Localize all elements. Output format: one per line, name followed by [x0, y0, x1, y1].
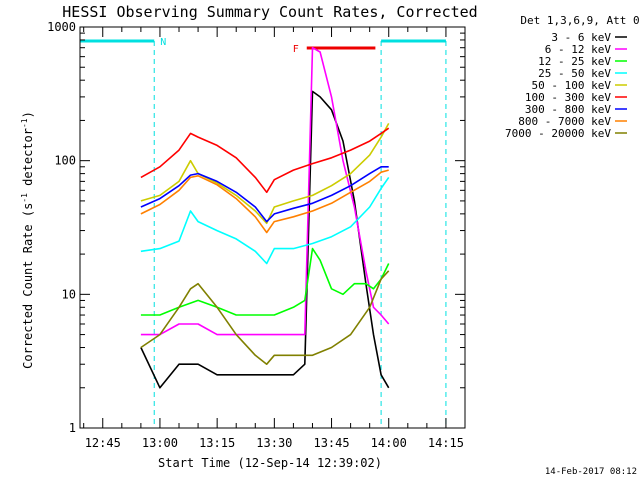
legend-title: Det 1,3,6,9, Att 0: [520, 14, 639, 27]
y-tick-label: 1000: [47, 20, 76, 34]
series-line-7: [140, 166, 389, 223]
svg-text:Corrected Count Rate (s-1 dete: Corrected Count Rate (s-1 detector-1): [20, 111, 35, 369]
y-tick-label: 1: [69, 421, 76, 435]
y-tick-label: 100: [54, 154, 76, 168]
footer-timestamp: 14-Feb-2017 08:12: [545, 467, 637, 477]
y-tick-label: 10: [62, 287, 76, 301]
legend-label-3: 12 - 25 keV: [538, 55, 611, 68]
x-tick-label: 13:15: [199, 436, 235, 450]
series-line-3: [140, 247, 390, 316]
x-tick-label: 14:00: [371, 436, 407, 450]
y-axis-label-mid: detector: [21, 128, 35, 193]
legend-label-2: 6 - 12 keV: [545, 43, 612, 56]
chart-title: HESSI Observing Summary Count Rates, Cor…: [62, 3, 477, 21]
legend-label-4: 25 - 50 keV: [538, 67, 611, 80]
series-line-5: [140, 123, 390, 225]
x-tick-label: 14:15: [428, 436, 464, 450]
legend-label-9: 7000 - 20000 keV: [505, 127, 611, 140]
series-line-9: [140, 270, 390, 366]
series-line-4: [140, 176, 390, 265]
y-axis-label-main: Corrected Count Rate (s: [21, 203, 35, 369]
x-tick-label: 13:45: [313, 436, 349, 450]
plot-frame: [79, 26, 466, 429]
series-line-6: [140, 127, 390, 194]
night-label: N: [160, 37, 166, 48]
legend-label-8: 800 - 7000 keV: [518, 115, 611, 128]
y-axis-label-sup1: -1: [20, 193, 29, 203]
x-tick-label: 13:00: [142, 436, 178, 450]
plot-area: N F 1 10 100 1000 12:45 13:00 13:15 13:30 13:45 14:…: [47, 20, 466, 450]
legend-label-7: 300 - 800 keV: [525, 103, 611, 116]
legend-label-5: 50 - 100 keV: [532, 79, 612, 92]
legend-label-6: 100 - 300 keV: [525, 91, 611, 104]
x-tick-label: 12:45: [85, 436, 121, 450]
y-axis-label-end: ): [21, 111, 35, 118]
flare-label: F: [293, 44, 299, 55]
x-tick-label: 13:30: [256, 436, 292, 450]
series-lines: [140, 46, 390, 389]
series-line-2: [140, 46, 390, 336]
y-axis-label-sup2: -1: [20, 118, 29, 128]
series-line-8: [140, 169, 389, 234]
legend-label-1: 3 - 6 keV: [551, 31, 611, 44]
y-axis-label: Corrected Count Rate (s-1 detector-1): [20, 111, 35, 369]
x-axis-label: Start Time (12-Sep-14 12:39:02): [158, 456, 382, 470]
